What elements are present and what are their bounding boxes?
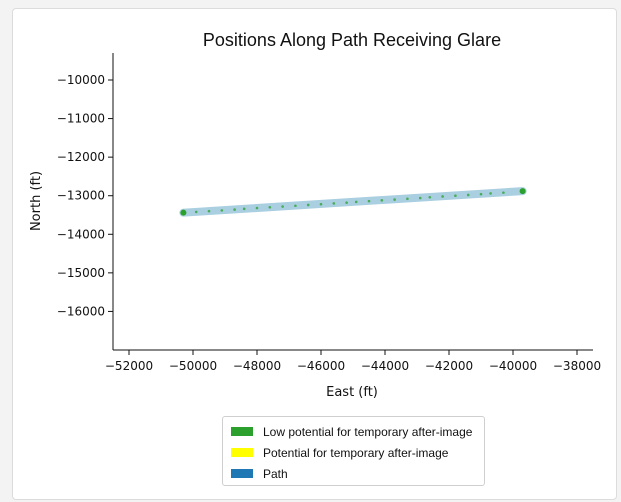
y-tick-label: −10000 [57,73,105,87]
glare-point [428,195,432,199]
glare-point [454,194,457,198]
x-tick-label: −50000 [169,359,217,373]
y-tick-label: −16000 [57,304,105,318]
y-tick-label: −13000 [57,189,105,203]
legend-label: Low potential for temporary after-image [263,424,473,439]
legend-label: Potential for temporary after-image [263,445,449,460]
x-axis-ticks: −52000 −50000 −48000 −46000 −44000 −42000 −400… [105,350,601,373]
x-tick-label: −52000 [105,359,153,373]
legend-swatch-blue [231,469,253,478]
glare-point [194,210,198,214]
legend: Low potential for temporary after-image … [222,416,485,486]
glare-point [466,193,470,197]
glare-point [380,199,384,202]
x-tick-label: −38000 [553,359,601,373]
legend-swatch-yellow [231,448,253,457]
glare-point [281,205,284,208]
glare-point [306,203,310,207]
glare-point [255,206,259,210]
glare-point [393,198,396,201]
legend-swatch-green [231,427,253,436]
glare-point [345,201,348,204]
y-tick-label: −11000 [57,112,105,126]
glare-point [479,192,483,196]
glare-point [319,202,323,206]
legend-entry-low-potential: Low potential for temporary after-image [231,421,484,442]
glare-point [294,204,297,208]
x-tick-label: −46000 [297,359,345,373]
x-tick-label: −44000 [361,359,409,373]
x-tick-label: −48000 [233,359,281,373]
glare-point [332,202,336,205]
glare-points [180,188,526,216]
y-tick-label: −15000 [57,266,105,280]
x-axis-label: East (ft) [326,385,378,400]
legend-entry-potential: Potential for temporary after-image [231,442,484,463]
glare-point [268,205,272,209]
glare-point [502,191,505,194]
glare-point [367,199,371,203]
y-axis-label: North (ft) [29,171,44,231]
legend-label: Path [263,466,288,481]
glare-point [354,200,358,204]
glare-point [220,209,224,212]
x-tick-label: −42000 [425,359,473,373]
glare-point [242,207,246,211]
y-tick-label: −12000 [57,150,105,164]
chart-title: Positions Along Path Receiving Glare [203,30,501,50]
y-axis-ticks: −10000 −11000 −12000 −13000 −14000 −15000 −160… [57,73,113,318]
glare-point [418,196,422,200]
glare-point [180,209,187,216]
glare-point [207,209,211,213]
path-band [179,187,527,217]
glare-point [519,188,526,195]
y-tick-label: −14000 [57,227,105,241]
glare-point [406,197,409,201]
x-tick-label: −40000 [489,359,537,373]
glare-point [489,192,492,195]
legend-entry-path: Path [231,463,484,484]
glare-point [233,208,236,211]
glare-point [441,195,444,198]
